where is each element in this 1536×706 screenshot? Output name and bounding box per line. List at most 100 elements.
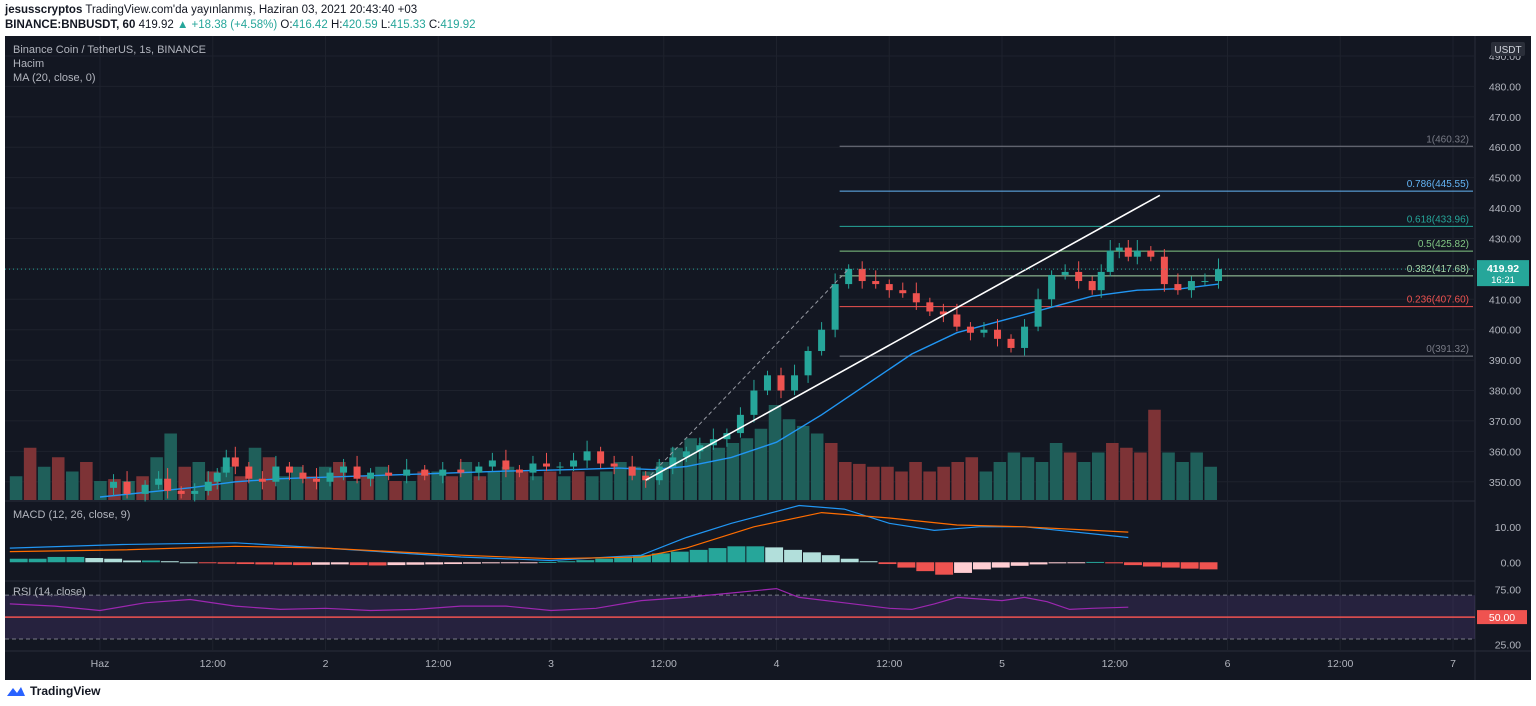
chart-svg[interactable]: 1(460.32) 0.786(445.55) 0.618(433.96) 0.5(4… [5,36,1531,680]
macd-histogram-bar [519,562,538,564]
volume-bar [1190,452,1203,500]
volume-bar [923,471,936,500]
time-tick-label: 12:00 [1102,658,1128,670]
volume-bar [375,466,388,500]
volume-bar [557,476,571,500]
grid-lines [5,36,1531,680]
candle-body [164,478,172,491]
volume-bar [248,447,262,500]
macd-line [9,504,1129,562]
fib-level-label: 0.236(407.60) [1407,295,1469,306]
volume-bar [796,425,810,500]
macd-histogram-bar [236,562,255,565]
macd-histogram-bar [368,562,387,566]
price-tick-label: 400.00 [1489,325,1521,337]
price-tick-label: 440.00 [1489,203,1521,215]
volume-bar [571,471,585,500]
volume-bar [979,471,993,500]
candle-body [980,329,988,333]
volume-bar [389,481,402,500]
candle-body [1075,271,1083,282]
time-tick-label: 12:00 [425,658,451,670]
volume-bar [431,471,444,500]
candle-body [421,469,429,476]
price-axis[interactable]: 350.00 360.00 370.00 380.00 390.00 400.00 410.… [1477,42,1529,652]
publication-info: TradingView.com'da yayınlanmış, Haziran … [85,4,418,16]
volume-bar [937,466,950,500]
candle-body [222,457,230,473]
open-label: O: [280,19,293,31]
candle-body [696,445,704,452]
low-label: L: [380,19,391,31]
macd-histogram-bar [972,562,991,570]
candle-body [231,457,239,467]
volume-bar [347,481,360,500]
candle-body [818,329,826,351]
candle-body [457,469,465,473]
candle-body [1201,281,1209,283]
macd-histogram-bar [746,546,765,563]
macd-histogram-bar [349,562,368,566]
close-value: 419.92 [440,19,476,31]
volume-bar [1176,462,1189,500]
fib-level-label: 0.5(425.82) [1418,239,1469,250]
macd-histogram-bar [727,546,746,563]
author-name[interactable]: jesusscryptos [5,4,83,16]
volume-bar [895,471,908,500]
candle-body [628,466,636,476]
time-axis[interactable]: Haz 12:00 2 12:00 3 12:00 4 12:00 5 12:00 6 12:00 7 [91,658,1456,670]
macd-histogram-bar [406,562,425,565]
ma-legend: MA (20, close, 0) [13,72,96,84]
volume-bar [1021,457,1035,500]
candle-body [872,281,880,285]
volume-bar [501,466,515,500]
open-value: 416.42 [292,19,328,31]
candle-body [385,472,393,476]
fibonacci-retracement[interactable]: 1(460.32) 0.786(445.55) 0.618(433.96) 0.5(4… [839,134,1473,357]
volume-bar [1091,452,1105,500]
candle-body [475,466,483,473]
candle-body [899,290,907,294]
volume-bar [80,462,93,500]
candle-body [1048,274,1056,300]
volume-bar [1106,443,1119,500]
candle-body [583,451,591,461]
trendline [645,194,1161,481]
macd-histogram-bar [897,562,916,568]
time-tick-label: 12:00 [1327,658,1353,670]
macd-tick-label: 0.00 [1501,557,1522,569]
volume-bar [150,457,163,500]
candle-body [155,478,163,485]
volume-bar [529,476,543,500]
candle-body [610,463,618,467]
candle-body [1187,281,1195,291]
volume-bar [965,457,979,500]
candle-body [669,457,677,467]
fib-level-label: 0(391.32) [1426,344,1469,355]
candle-body [123,481,131,494]
price-tick-label: 360.00 [1489,446,1521,458]
rsi-tick-label: 25.00 [1495,640,1521,652]
volume-bar [66,471,79,500]
macd-histogram-bar [935,562,954,575]
candle-body [1147,250,1155,257]
rsi-mid-badge [1477,610,1527,625]
macd-histogram-bar [293,562,311,566]
volume-bar [445,476,459,500]
candle-body [1124,247,1132,257]
candle-body [502,460,510,470]
macd-histogram-bar [1105,562,1124,564]
macd-histogram-bar [538,561,557,563]
last-price-badge [1477,260,1529,287]
time-tick-label: 6 [1225,658,1231,670]
volume-bar [543,471,557,500]
volume-bar [276,476,290,500]
volume-bar [951,462,965,500]
candle-body [177,490,185,494]
macd-histogram-bar [255,562,274,565]
tradingview-brand[interactable]: TradingView [6,684,100,698]
volume-bar [782,419,796,500]
price-tick-label: 390.00 [1489,355,1521,367]
macd-histogram-bar [85,558,104,563]
chart-area[interactable]: 1(460.32) 0.786(445.55) 0.618(433.96) 0.5(4… [5,36,1531,680]
